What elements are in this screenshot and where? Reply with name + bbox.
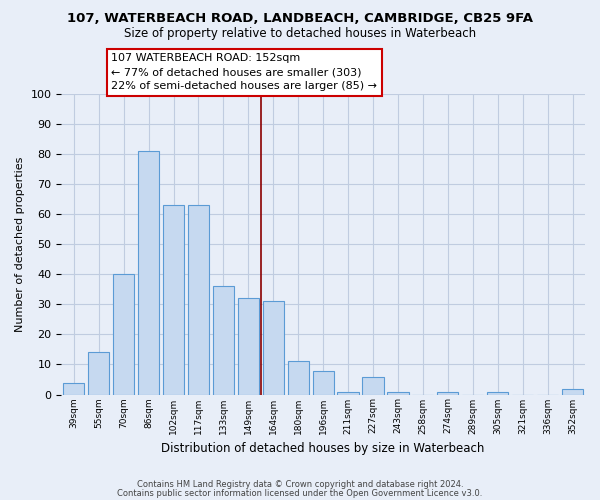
Bar [388, 392, 409, 394]
Bar [213, 286, 234, 395]
Y-axis label: Number of detached properties: Number of detached properties [15, 156, 25, 332]
Text: Contains HM Land Registry data © Crown copyright and database right 2024.: Contains HM Land Registry data © Crown c… [137, 480, 463, 489]
Bar [362, 376, 383, 394]
Text: 107, WATERBEACH ROAD, LANDBEACH, CAMBRIDGE, CB25 9FA: 107, WATERBEACH ROAD, LANDBEACH, CAMBRID… [67, 12, 533, 26]
Bar [287, 362, 309, 394]
Text: 107 WATERBEACH ROAD: 152sqm
← 77% of detached houses are smaller (303)
22% of se: 107 WATERBEACH ROAD: 152sqm ← 77% of det… [111, 54, 377, 92]
Text: Contains public sector information licensed under the Open Government Licence v3: Contains public sector information licen… [118, 488, 482, 498]
Bar [562, 388, 583, 394]
Bar [313, 370, 334, 394]
Bar [163, 206, 184, 394]
Bar [487, 392, 508, 394]
X-axis label: Distribution of detached houses by size in Waterbeach: Distribution of detached houses by size … [161, 442, 485, 455]
Bar [337, 392, 359, 394]
Bar [188, 206, 209, 394]
Bar [88, 352, 109, 395]
Bar [113, 274, 134, 394]
Bar [263, 302, 284, 394]
Bar [138, 152, 159, 394]
Bar [63, 382, 85, 394]
Bar [437, 392, 458, 394]
Bar [238, 298, 259, 394]
Text: Size of property relative to detached houses in Waterbeach: Size of property relative to detached ho… [124, 28, 476, 40]
